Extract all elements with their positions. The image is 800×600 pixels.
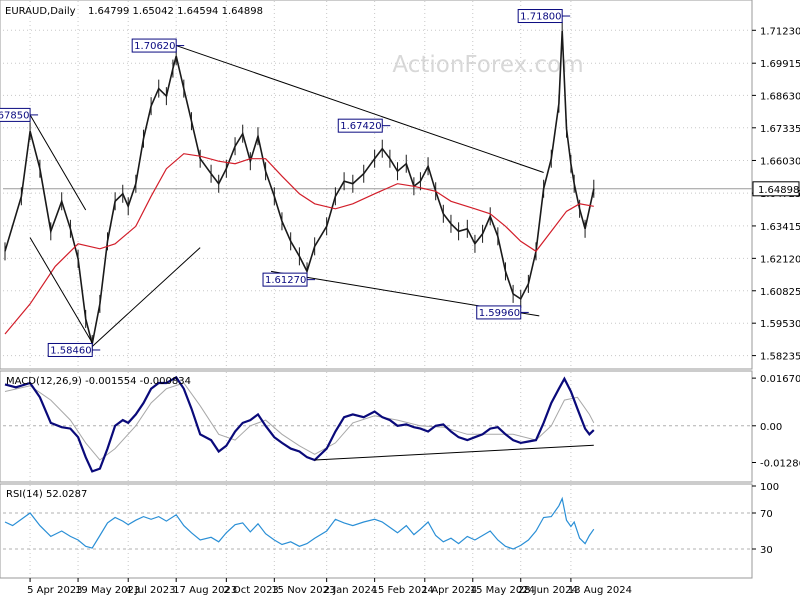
macd-panel: 0.016704 0.00 -0.012869 MACD(12,26,9) -0.0… xyxy=(0,370,800,483)
level-annotation-label-0: 1.67850 xyxy=(0,110,29,121)
rsi-tick-label-2: 30 xyxy=(760,545,773,556)
date-tick-label-3: 17 Aug 2023 xyxy=(173,585,237,596)
macd-panel-frame xyxy=(0,370,753,483)
macd-signal-line xyxy=(4,382,595,461)
rsi-tick-label-0: 100 xyxy=(760,482,779,493)
macd-trend-line-0 xyxy=(314,444,594,461)
date-tick-label-1: 19 May 2023 xyxy=(75,585,140,596)
price-tick-label-6: 1.63415 xyxy=(760,222,800,233)
date-tick-label-4: 2 Oct 2023 xyxy=(223,585,278,596)
moving-average-line xyxy=(4,153,594,335)
date-tick-label-0: 5 Apr 2023 xyxy=(27,585,82,596)
date-tick-label-6: 2 Jan 2024 xyxy=(324,585,378,596)
price-tick-label-2: 1.68630 xyxy=(760,91,800,102)
macd-panel-label: MACD(12,26,9) -0.001554 -0.000834 xyxy=(6,376,191,387)
price-trend-line-2 xyxy=(91,247,201,347)
date-tick-label-8: 1 Apr 2024 xyxy=(422,585,477,596)
rsi-panel: 100 70 30 RSI(14) 52.0287 xyxy=(0,482,779,579)
level-annotation-label-4: 1.67420 xyxy=(340,121,381,132)
watermark: ActionForex.com xyxy=(392,52,583,78)
price-panel: ActionForex.com 1.67850 1.58460 1.70620 1.6… xyxy=(0,0,800,370)
price-trend-line-3 xyxy=(176,45,544,173)
price-trend-line-0 xyxy=(29,114,87,211)
macd-tick-label-2: -0.012869 xyxy=(760,459,800,470)
level-annotation-label-5: 1.71800 xyxy=(520,12,561,23)
price-tick-label-0: 1.71230 xyxy=(760,26,800,37)
price-tick-label-1: 1.69915 xyxy=(760,59,800,70)
date-tick-label-10: 28 Jun 2024 xyxy=(518,585,578,596)
date-tick-label-2: 4 Jul 2023 xyxy=(125,585,175,596)
level-annotation-label-6: 1.59960 xyxy=(479,308,520,319)
price-tick-label-3: 1.67335 xyxy=(760,124,800,135)
level-annotation-label-2: 1.70620 xyxy=(134,41,175,52)
price-tick-label-10: 1.58235 xyxy=(760,352,800,363)
level-annotation-box-0 xyxy=(0,107,31,122)
rsi-panel-frame xyxy=(0,483,753,579)
macd-tick-label-1: 0.00 xyxy=(760,422,782,433)
price-tick-label-8: 1.60825 xyxy=(760,287,800,298)
level-annotation-label-3: 1.61270 xyxy=(265,275,306,286)
macd-main-line xyxy=(4,375,595,473)
date-tick-label-9: 15 May 2024 xyxy=(470,585,535,596)
rsi-line xyxy=(4,496,595,550)
rsi-tick-label-1: 70 xyxy=(760,509,773,520)
date-tick-label-5: 15 Nov 2023 xyxy=(271,585,335,596)
price-tick-label-7: 1.62120 xyxy=(760,254,800,265)
chart-ohlc-label: 1.64799 1.65042 1.64594 1.64898 xyxy=(88,6,263,17)
price-tick-label-4: 1.66030 xyxy=(760,156,800,167)
price-panel-frame xyxy=(0,0,753,370)
chart-symbol-label: EURAUD,Daily xyxy=(5,6,76,17)
current-price-label: 1.64898 xyxy=(758,185,799,196)
date-tick-label-11: 13 Aug 2024 xyxy=(568,585,632,596)
current-price-box xyxy=(752,181,800,197)
level-annotation-label-1: 1.58460 xyxy=(50,345,91,356)
date-tick-label-7: 15 Feb 2024 xyxy=(372,585,434,596)
rsi-panel-label: RSI(14) 52.0287 xyxy=(6,489,87,500)
price-tick-label-9: 1.59530 xyxy=(760,319,800,330)
macd-tick-label-0: 0.016704 xyxy=(760,374,800,385)
price-trend-line-1 xyxy=(29,237,93,343)
price-series-line xyxy=(4,30,595,345)
